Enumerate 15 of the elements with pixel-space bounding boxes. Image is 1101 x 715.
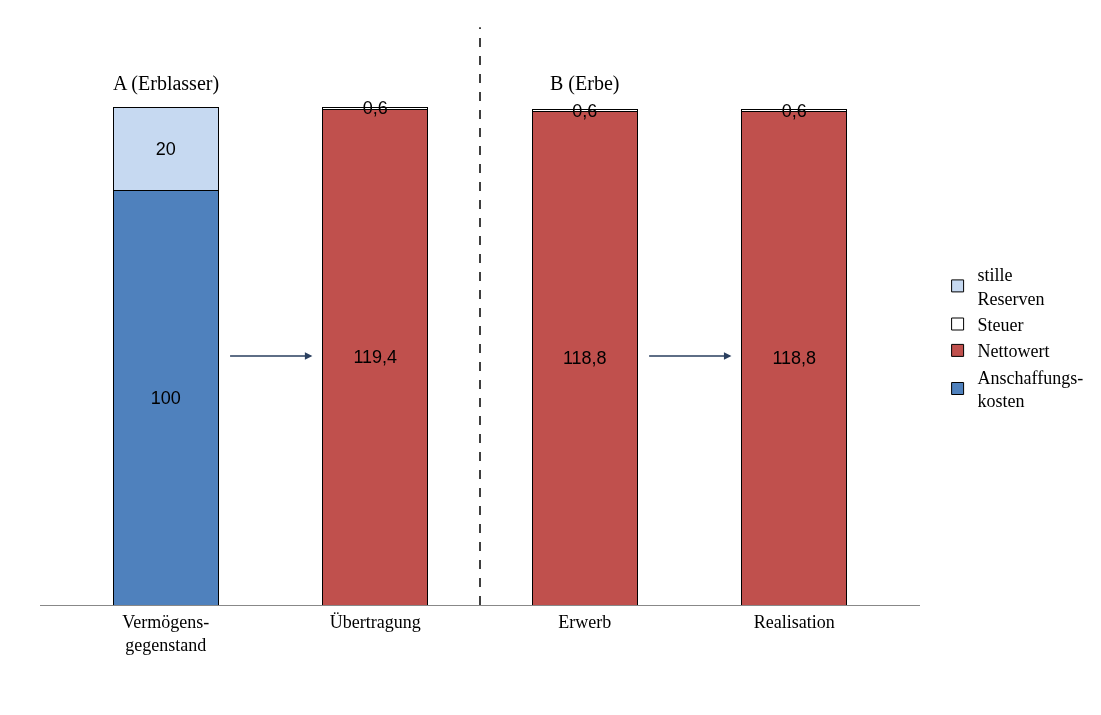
legend-label: Steuer [977,315,1024,336]
annotation: A (Erblasser) [113,72,220,95]
data-label: 118,8 [772,348,817,369]
data-label: 118,8 [562,348,607,369]
data-label: 119,4 [353,347,398,368]
x-tick-label: Übertragung [329,611,421,632]
data-label: 100 [150,387,181,408]
x-tick-label: Vermögens- gegenstand [122,611,210,655]
x-tick-label: Erwerb [558,611,612,632]
data-label: 20 [155,138,176,159]
x-tick-label: Realisation [753,611,835,632]
legend-label: Anschaffungs- kosten [977,367,1084,412]
annotation: B (Erbe) [550,72,620,95]
legend-label: stille Reserven [977,265,1045,309]
legend-label: Nettowert [977,341,1050,362]
